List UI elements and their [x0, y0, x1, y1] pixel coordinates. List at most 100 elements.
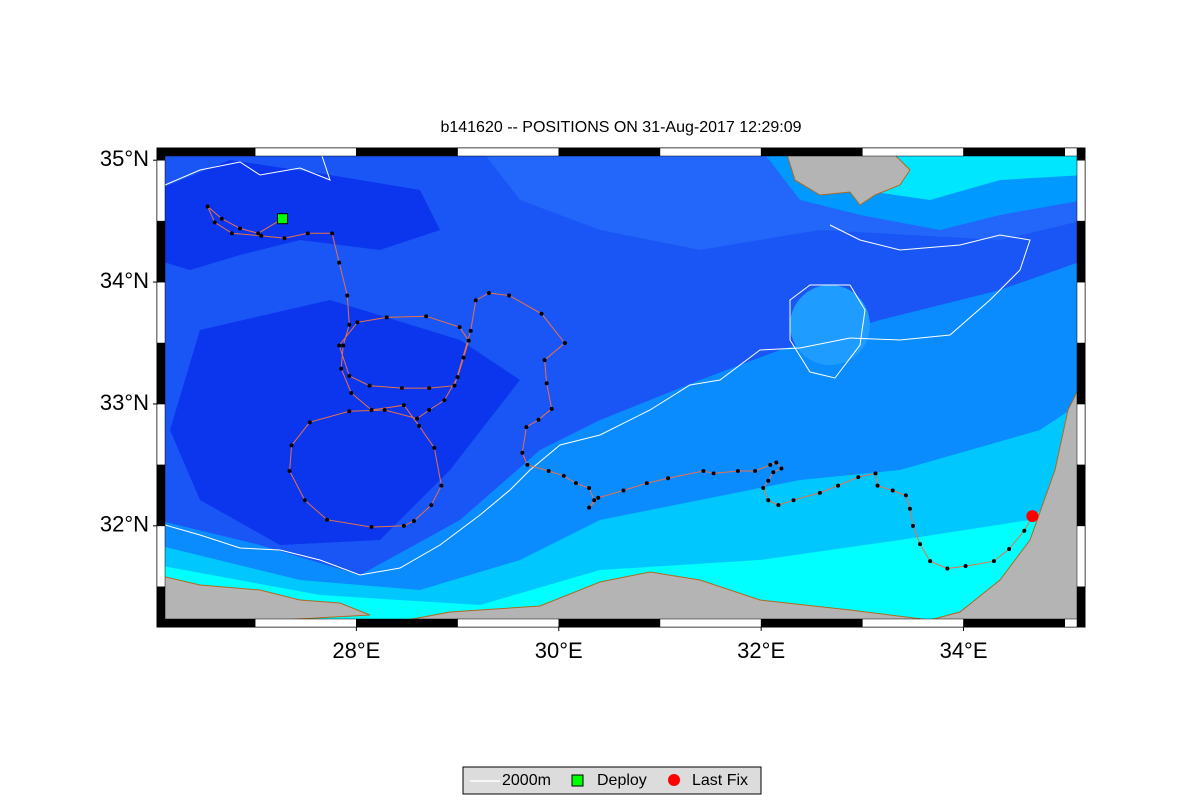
- contour-line: [164, 149, 866, 379]
- position-fix: [337, 343, 342, 348]
- position-fix: [666, 476, 671, 481]
- deep-basin: [170, 300, 520, 545]
- position-fix: [302, 498, 307, 503]
- position-fix: [890, 488, 895, 493]
- position-fix: [587, 486, 592, 491]
- position-fix: [856, 475, 861, 480]
- position-fix: [339, 366, 344, 371]
- position-fix: [439, 483, 444, 488]
- position-fix: [212, 220, 217, 225]
- position-fix: [330, 231, 335, 236]
- x-tick-label: 28°E: [332, 638, 380, 663]
- track-line: [207, 206, 1033, 570]
- frame-block: [1076, 586, 1086, 628]
- position-fix: [237, 226, 242, 231]
- y-tick-label: 34°N: [100, 268, 149, 293]
- position-fix: [836, 483, 841, 488]
- position-fix: [711, 471, 716, 476]
- legend-label: Deploy: [597, 772, 647, 789]
- seamount: [790, 285, 870, 365]
- position-fix: [417, 423, 422, 428]
- frame-block: [156, 220, 166, 283]
- position-fix: [325, 517, 330, 522]
- frame-block: [156, 403, 166, 466]
- position-fix: [542, 358, 547, 363]
- position-fix: [401, 523, 406, 528]
- position-fix: [903, 493, 908, 498]
- position-fix: [289, 443, 294, 448]
- position-fix: [561, 473, 566, 478]
- frame-block: [156, 464, 166, 527]
- frame-block: [156, 342, 166, 405]
- position-fix: [347, 373, 352, 378]
- position-fix: [412, 518, 417, 523]
- position-fix: [644, 481, 649, 486]
- position-fix: [205, 204, 210, 209]
- position-fix: [907, 506, 912, 511]
- position-fix: [549, 406, 554, 411]
- position-fix: [442, 398, 447, 403]
- frame-block: [1076, 464, 1086, 527]
- frame-block: [156, 147, 256, 157]
- deep-basin: [157, 160, 440, 270]
- position-fix: [349, 390, 354, 395]
- position-fix: [429, 503, 434, 508]
- track-layer: [205, 204, 1039, 571]
- position-fix: [287, 468, 292, 473]
- position-fix: [546, 468, 551, 473]
- frame-block: [963, 147, 1066, 157]
- frame-block: [156, 586, 166, 628]
- position-fix: [817, 490, 822, 495]
- position-fix: [587, 505, 592, 510]
- position-fix: [382, 408, 387, 413]
- position-fix: [307, 420, 312, 425]
- position-fix: [369, 525, 374, 530]
- position-fix: [415, 416, 420, 421]
- position-fix: [766, 478, 771, 483]
- frame-block: [457, 618, 560, 628]
- frame-block: [156, 525, 166, 588]
- position-fix: [427, 386, 432, 391]
- position-fix: [384, 315, 389, 320]
- frame-block: [254, 147, 357, 157]
- last-fix-marker: [1026, 510, 1039, 523]
- position-fix: [345, 293, 350, 298]
- frame-block: [457, 147, 560, 157]
- position-fix: [256, 231, 261, 236]
- position-fix: [468, 328, 473, 333]
- legend-square-swatch: [571, 774, 584, 787]
- position-fix: [399, 386, 404, 391]
- position-fix: [1022, 528, 1027, 533]
- legend-label: Last Fix: [692, 772, 748, 789]
- contour-line: [164, 224, 1031, 576]
- position-fix: [1007, 546, 1012, 551]
- position-fix: [524, 425, 529, 430]
- frame-block: [862, 618, 964, 628]
- y-tick-label: 33°N: [100, 390, 149, 415]
- position-fix: [355, 320, 360, 325]
- position-fix: [520, 450, 525, 455]
- frame-block: [156, 281, 166, 344]
- frame-block: [659, 618, 762, 628]
- position-fix: [735, 468, 740, 473]
- position-fix: [766, 498, 771, 503]
- position-fix: [928, 559, 933, 564]
- frame-block: [156, 159, 166, 222]
- position-fix: [779, 466, 784, 471]
- position-fix: [337, 260, 342, 265]
- position-fix: [305, 231, 310, 236]
- position-fix: [776, 503, 781, 508]
- position-fix: [536, 417, 541, 422]
- frame-block: [558, 618, 661, 628]
- position-fix: [573, 481, 578, 486]
- position-fix: [455, 375, 460, 380]
- position-fix: [910, 523, 915, 528]
- position-fix: [466, 338, 471, 343]
- frame-block: [558, 147, 661, 157]
- frame-block: [1076, 147, 1086, 161]
- position-fix: [562, 341, 567, 346]
- x-tick-label: 30°E: [535, 638, 583, 663]
- position-fix: [791, 498, 796, 503]
